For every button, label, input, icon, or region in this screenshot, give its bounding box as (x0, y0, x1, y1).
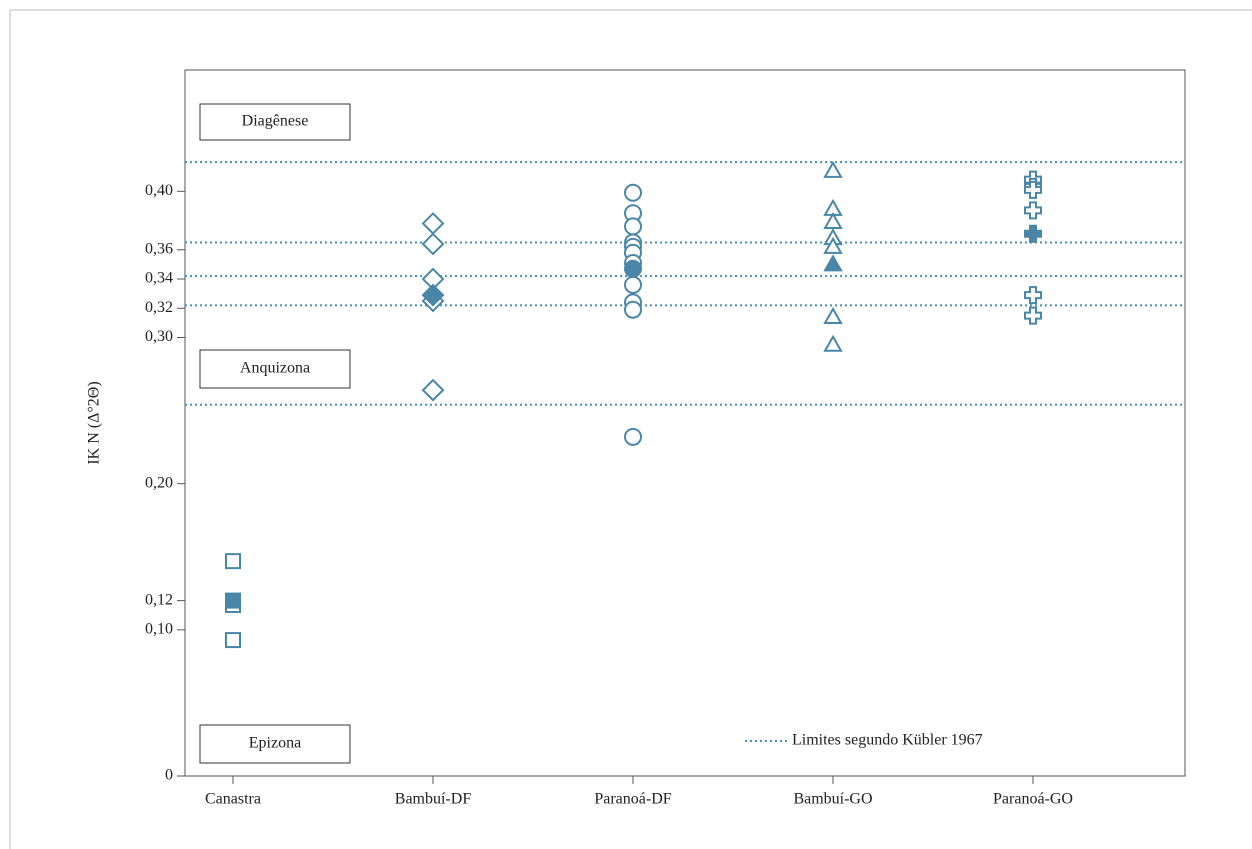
zone-box (199, 349, 351, 389)
y-tick-label: 0,20 (145, 474, 173, 491)
y-tick-label: 0,34 (145, 270, 173, 287)
y-axis-label: IK N (Δ°2Θ) (86, 381, 103, 464)
plot-area (184, 69, 1186, 777)
marker (225, 553, 241, 570)
marker (1024, 201, 1042, 220)
zone-label: Anquizona (240, 360, 310, 377)
marker (421, 212, 445, 235)
marker (823, 212, 843, 230)
marker (823, 160, 843, 178)
marker (225, 632, 241, 649)
x-tick-label: Bambuí-GO (793, 791, 872, 808)
marker (421, 378, 445, 402)
y-tick-label: 0,12 (145, 591, 173, 608)
marker (823, 254, 843, 272)
marker (624, 259, 642, 278)
marker (1024, 306, 1042, 325)
marker (823, 307, 843, 325)
x-tick-label: Bambuí-DF (395, 791, 472, 808)
y-tick-label: 0 (165, 767, 173, 784)
zone-label: Epizona (249, 735, 301, 752)
y-tick-label: 0,10 (145, 621, 173, 638)
marker (624, 300, 642, 319)
y-tick-label: 0,30 (145, 328, 173, 345)
marker (823, 236, 843, 254)
x-tick-label: Canastra (205, 791, 261, 808)
legend-label: Limites segundo Kübler 1967 (792, 732, 983, 749)
marker (421, 283, 445, 307)
marker (823, 334, 843, 352)
marker (225, 592, 241, 609)
marker (1024, 224, 1042, 243)
marker (624, 183, 642, 202)
marker (624, 275, 642, 294)
marker (624, 427, 642, 446)
zone-label: Diagênese (242, 113, 309, 130)
y-tick-label: 0,36 (145, 240, 173, 257)
x-tick-label: Paranoá-DF (594, 791, 671, 808)
y-tick-label: 0,32 (145, 299, 173, 316)
zone-box (199, 103, 351, 141)
marker (1024, 286, 1042, 305)
y-tick-label: 0,40 (145, 182, 173, 199)
x-tick-label: Paranoá-GO (993, 791, 1073, 808)
marker (624, 217, 642, 236)
marker (421, 232, 445, 256)
marker (1024, 180, 1042, 199)
zone-box (199, 724, 351, 764)
